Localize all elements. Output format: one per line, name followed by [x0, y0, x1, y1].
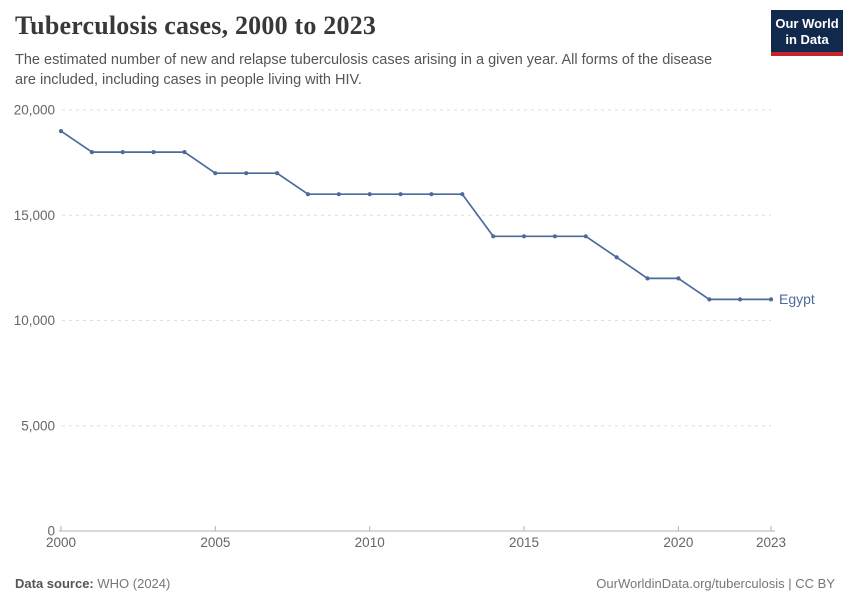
- data-point-2006[interactable]: [244, 171, 249, 176]
- data-source: Data source: WHO (2024): [15, 576, 170, 591]
- page-title: Tuberculosis cases, 2000 to 2023: [15, 11, 377, 40]
- data-point-2010[interactable]: [367, 192, 372, 197]
- data-point-2021[interactable]: [707, 297, 712, 302]
- x-axis-tick-label: 2005: [200, 535, 230, 550]
- data-point-2014[interactable]: [491, 234, 496, 239]
- x-axis-tick-label: 2023: [756, 535, 786, 550]
- series-label-egypt[interactable]: Egypt: [779, 291, 815, 307]
- data-point-2003[interactable]: [151, 150, 156, 155]
- data-point-2007[interactable]: [275, 171, 280, 176]
- data-source-label: Data source:: [15, 576, 94, 591]
- data-point-2008[interactable]: [305, 192, 311, 197]
- data-point-2019[interactable]: [645, 276, 650, 281]
- data-point-2018[interactable]: [614, 255, 619, 260]
- data-point-2005[interactable]: [213, 171, 218, 176]
- chart-footer: Data source: WHO (2024) OurWorldinData.o…: [15, 576, 835, 591]
- data-point-2011[interactable]: [398, 192, 403, 197]
- x-axis-tick-label: 2020: [663, 535, 693, 550]
- credit-link[interactable]: OurWorldinData.org/tuberculosis: [596, 576, 785, 591]
- y-axis-tick-label: 15,000: [14, 208, 55, 223]
- owid-logo[interactable]: Our World in Data: [771, 10, 843, 56]
- x-axis-tick-label: 2015: [509, 535, 539, 550]
- data-point-2022[interactable]: [738, 297, 743, 302]
- line-chart-canvas[interactable]: 0 5,000 10,000 15,000 20,000 2000 2005 2010 2015…: [0, 95, 850, 565]
- y-axis-tick-label: 20,000: [14, 103, 55, 118]
- credit-separator: |: [788, 576, 792, 591]
- data-source-value: WHO (2024): [97, 576, 171, 591]
- data-point-2002[interactable]: [120, 150, 125, 155]
- x-axis-tick-label: 2010: [355, 535, 385, 550]
- credit: OurWorldinData.org/tuberculosis | CC BY: [596, 576, 835, 591]
- data-point-2000[interactable]: [58, 129, 64, 134]
- y-axis-tick-label: 5,000: [21, 418, 55, 433]
- data-point-2001[interactable]: [89, 150, 94, 155]
- data-point-2013[interactable]: [460, 192, 465, 197]
- data-point-2016[interactable]: [552, 234, 558, 239]
- credit-license[interactable]: CC BY: [795, 576, 835, 591]
- line-series-egypt[interactable]: [60, 130, 772, 301]
- data-point-2012[interactable]: [429, 192, 434, 197]
- y-axis-tick-label: 0: [47, 524, 55, 539]
- data-point-2004[interactable]: [182, 150, 187, 155]
- chart-subtitle: The estimated number of new and relapse …: [15, 52, 713, 88]
- x-axis-tick-label: 2000: [46, 535, 76, 550]
- data-point-2015[interactable]: [521, 234, 527, 239]
- owid-logo-line2: in Data: [785, 31, 829, 47]
- data-point-2020[interactable]: [676, 276, 681, 281]
- data-point-2009[interactable]: [336, 192, 341, 197]
- data-point-2023[interactable]: [768, 297, 774, 302]
- owid-logo-line1: Our World: [775, 16, 839, 31]
- data-point-2017[interactable]: [583, 234, 588, 239]
- y-axis-tick-label: 10,000: [14, 313, 55, 328]
